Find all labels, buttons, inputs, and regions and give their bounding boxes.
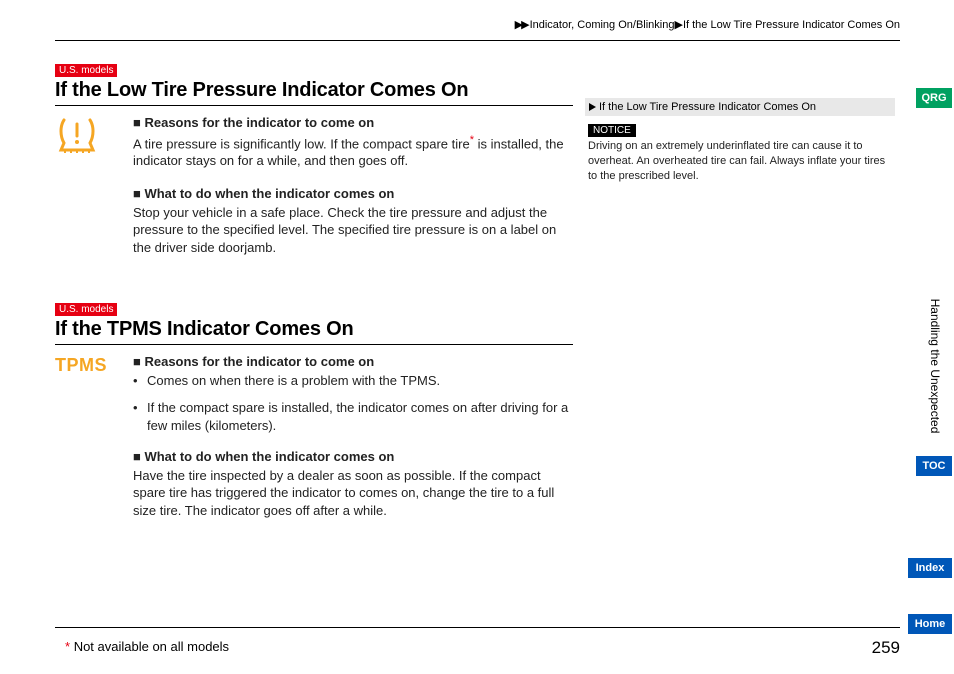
nav-qrg-button[interactable]: QRG	[916, 88, 952, 108]
subhead-reasons-2: Reasons for the indicator to come on	[133, 353, 573, 371]
chapter-label: Handling the Unexpected	[928, 299, 942, 434]
breadcrumb-path-1: Indicator, Coming On/Blinking	[530, 19, 675, 31]
side-title: If the Low Tire Pressure Indicator Comes…	[585, 98, 895, 116]
subhead-reasons-1: Reasons for the indicator to come on	[133, 114, 573, 132]
breadcrumb: ▶▶Indicator, Coming On/Blinking▶If the L…	[515, 18, 900, 31]
breadcrumb-arrows: ▶▶	[515, 19, 528, 31]
para-whattodo-2: Have the tire inspected by a dealer as s…	[133, 467, 573, 520]
footnote-asterisk: *	[65, 639, 70, 654]
nav-home-button[interactable]: Home	[908, 614, 952, 634]
nav-index-button[interactable]: Index	[908, 558, 952, 578]
tpms-icon: TPMS	[55, 353, 115, 534]
badge-us-models-2: U.S. models	[55, 303, 117, 316]
badge-us-models: U.S. models	[55, 64, 117, 77]
nav-toc-button[interactable]: TOC	[916, 456, 952, 476]
para-reasons-1: A tire pressure is significantly low. If…	[133, 133, 573, 170]
bullet-tpms-2: If the compact spare is installed, the i…	[133, 399, 573, 434]
divider-top	[55, 40, 900, 41]
breadcrumb-arrow-2: ▶	[674, 19, 680, 31]
footnote: * Not available on all models	[65, 639, 229, 654]
subhead-whattodo-2: What to do when the indicator comes on	[133, 448, 573, 466]
heading-low-tire-pressure: If the Low Tire Pressure Indicator Comes…	[55, 79, 573, 106]
bullet-tpms-1: Comes on when there is a problem with th…	[133, 372, 573, 390]
heading-tpms: If the TPMS Indicator Comes On	[55, 318, 573, 345]
subhead-whattodo-1: What to do when the indicator comes on	[133, 185, 573, 203]
tire-pressure-icon	[55, 114, 115, 271]
breadcrumb-path-2: If the Low Tire Pressure Indicator Comes…	[683, 19, 900, 31]
page-number: 259	[872, 638, 900, 658]
side-notice-text: Driving on an extremely underinflated ti…	[585, 139, 895, 184]
para-whattodo-1: Stop your vehicle in a safe place. Check…	[133, 204, 573, 257]
notice-badge: NOTICE	[588, 124, 636, 137]
divider-bottom	[55, 627, 900, 628]
